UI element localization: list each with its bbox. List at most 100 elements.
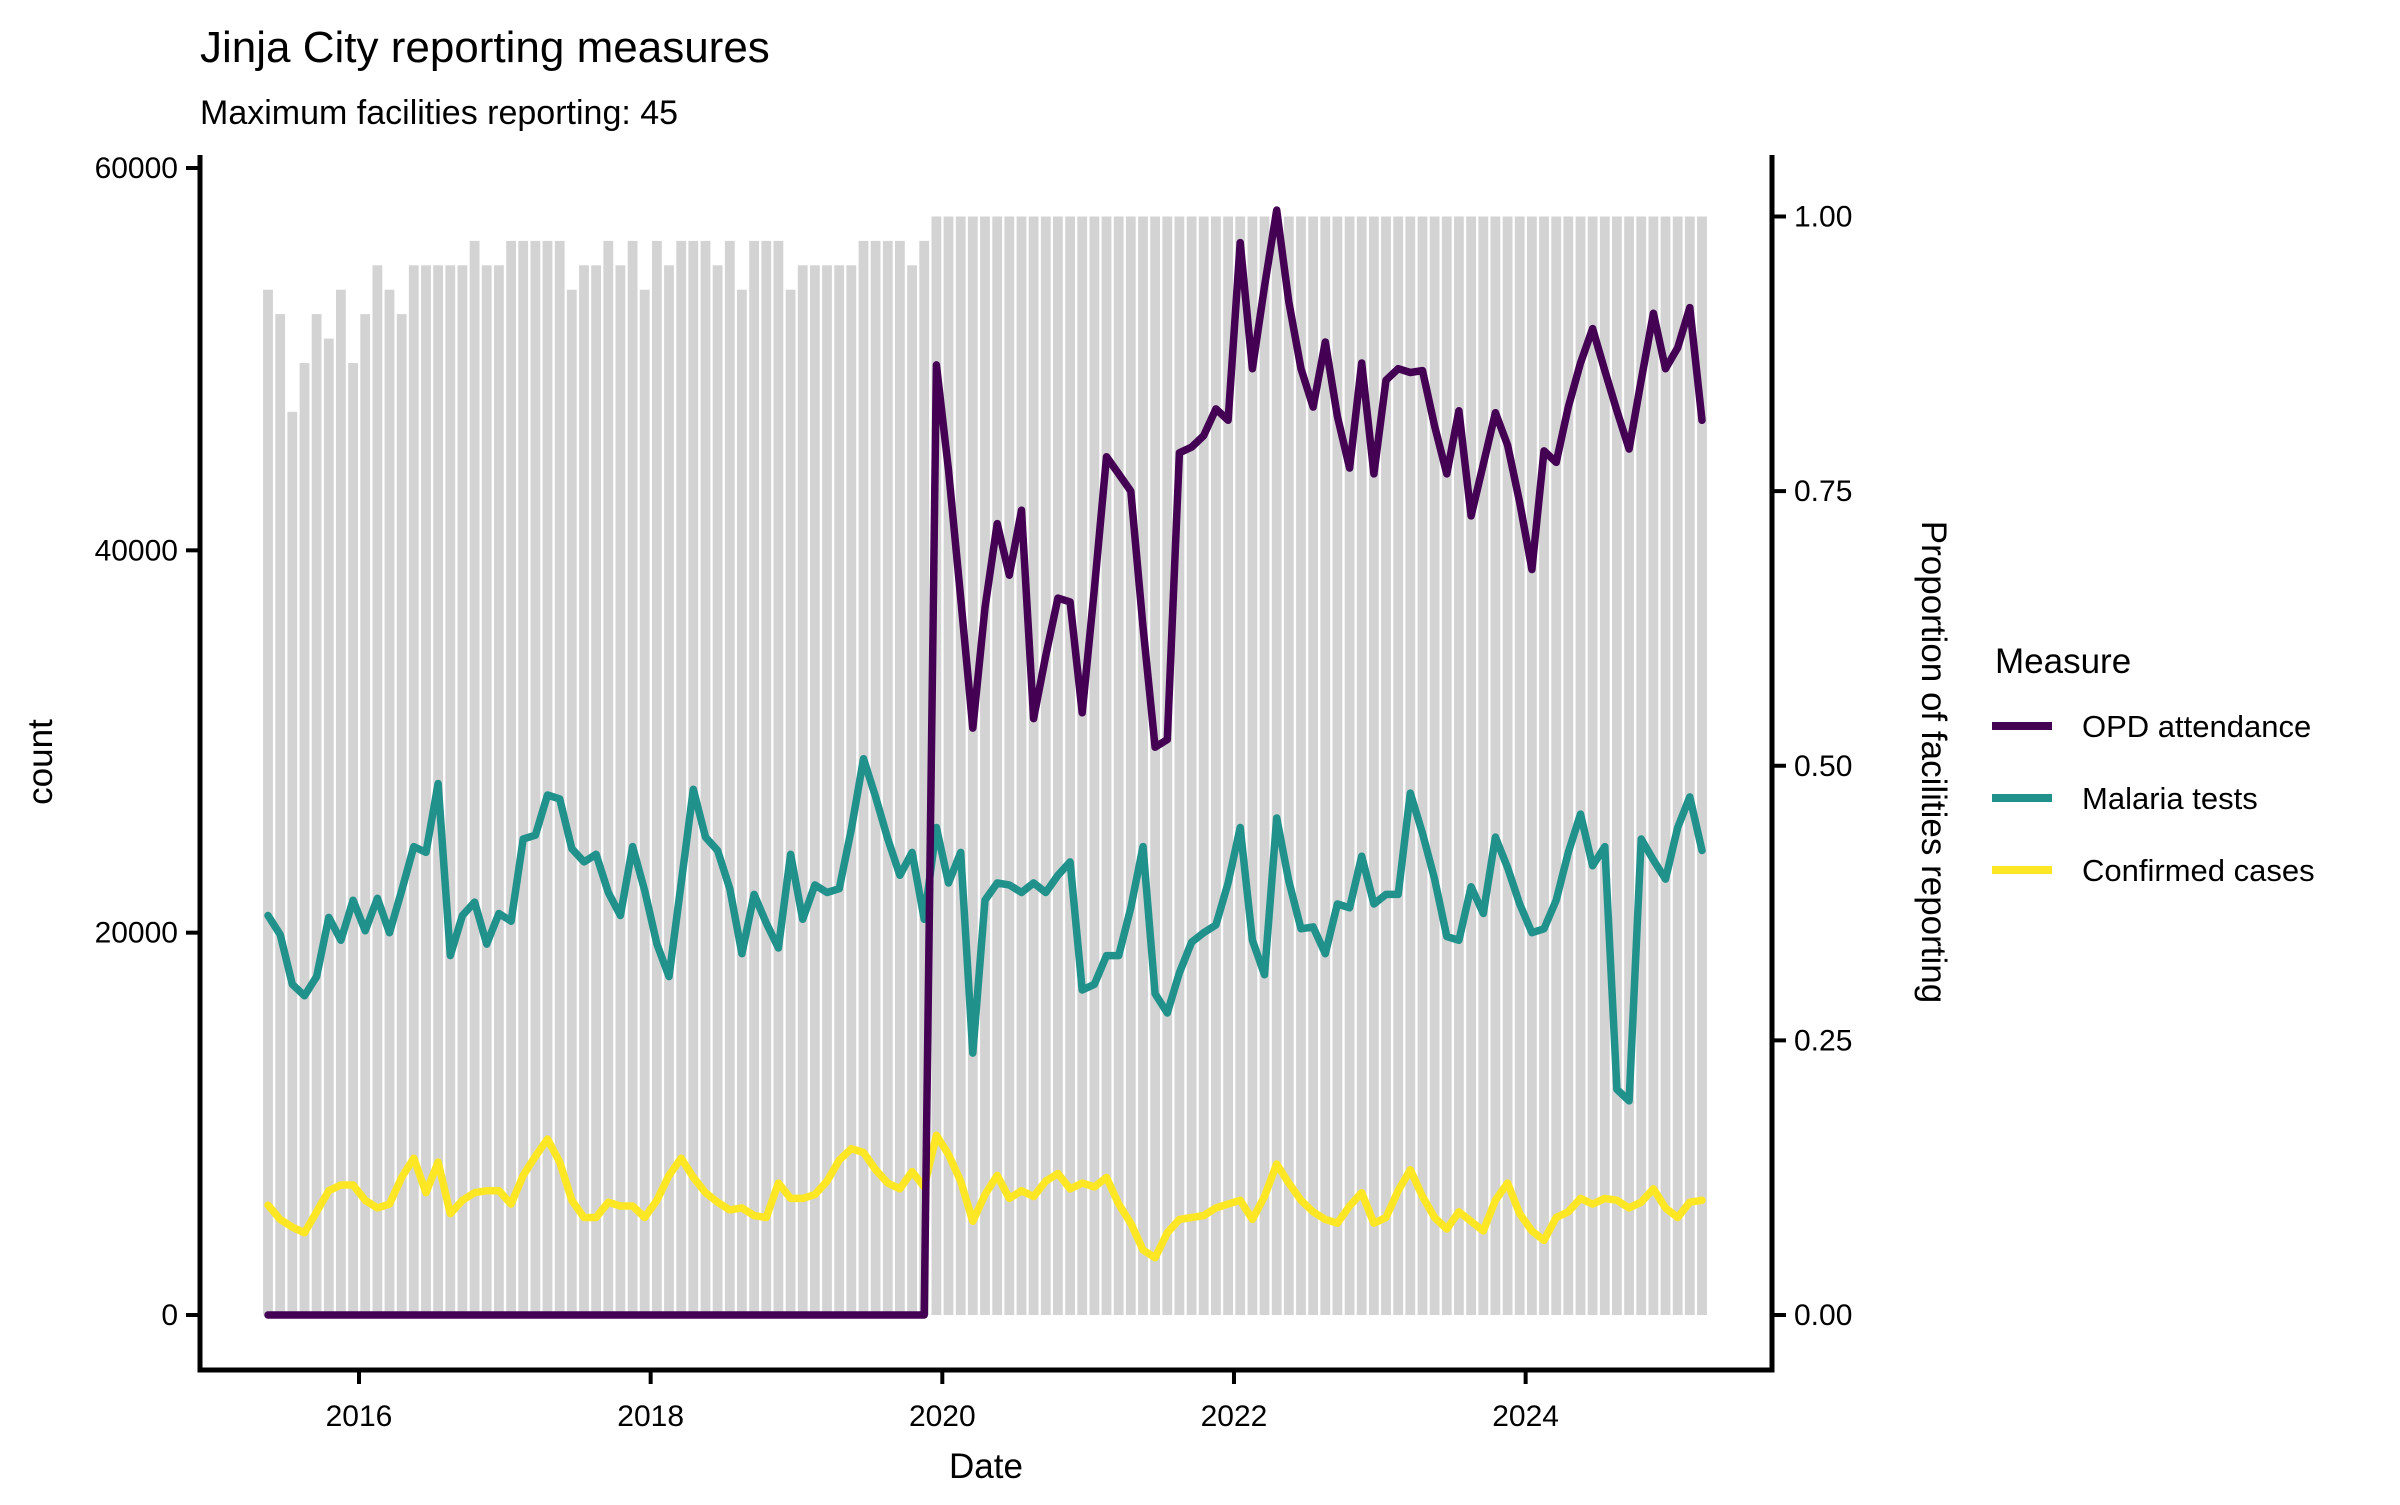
facility-bar bbox=[1125, 216, 1136, 1315]
facility-bar bbox=[1174, 216, 1185, 1315]
facility-bar bbox=[530, 240, 541, 1315]
facility-bar bbox=[1478, 216, 1489, 1315]
facility-bar bbox=[895, 240, 905, 1315]
facility-bar bbox=[348, 363, 358, 1315]
facility-bar bbox=[1575, 216, 1586, 1315]
facility-bar bbox=[1235, 216, 1246, 1315]
y-left-tick-label: 60000 bbox=[95, 152, 178, 185]
facility-bar bbox=[1138, 216, 1148, 1315]
facility-bar bbox=[1624, 216, 1634, 1315]
facility-bar bbox=[1150, 216, 1160, 1315]
facility-bar bbox=[275, 314, 286, 1316]
facility-bar bbox=[1660, 216, 1671, 1315]
facility-bar bbox=[1502, 216, 1513, 1315]
facility-bar bbox=[603, 240, 614, 1315]
facility-bar bbox=[1332, 216, 1343, 1315]
facility-bar bbox=[1271, 216, 1282, 1315]
x-tick-label: 2018 bbox=[617, 1400, 684, 1433]
legend-item-label: Malaria tests bbox=[2082, 781, 2258, 816]
facility-bar bbox=[1016, 216, 1027, 1315]
malaria-tests-line bbox=[264, 754, 1706, 1105]
facility-bar bbox=[797, 265, 808, 1315]
facility-bar bbox=[1369, 216, 1379, 1315]
facility-bar bbox=[1296, 216, 1306, 1315]
facility-bar bbox=[263, 289, 273, 1316]
facility-bar bbox=[627, 240, 638, 1315]
facility-bar bbox=[1672, 216, 1683, 1315]
legend-item-label: OPD attendance bbox=[2082, 709, 2311, 744]
facility-bar bbox=[457, 265, 468, 1315]
legend-item-opd: OPD attendance bbox=[1992, 709, 2311, 744]
x-tick-label: 2020 bbox=[909, 1400, 976, 1433]
facility-bar bbox=[542, 240, 553, 1315]
chart-subtitle: Maximum facilities reporting: 45 bbox=[200, 94, 678, 132]
facility-bar bbox=[1490, 216, 1501, 1315]
facility-bar bbox=[834, 265, 845, 1315]
facility-bar bbox=[566, 289, 577, 1316]
facility-bar bbox=[639, 289, 650, 1316]
x-tick-label: 2024 bbox=[1492, 1400, 1559, 1433]
facility-bar bbox=[1697, 216, 1707, 1315]
facility-bar bbox=[421, 265, 431, 1315]
legend-item-malaria: Malaria tests bbox=[1992, 781, 2258, 816]
facility-bar bbox=[1320, 216, 1331, 1315]
facility-bar bbox=[1417, 216, 1428, 1315]
legend-title: Measure bbox=[1995, 642, 2131, 681]
facility-bar bbox=[749, 240, 759, 1315]
facility-bar bbox=[1636, 216, 1647, 1315]
facility-bar bbox=[724, 240, 735, 1315]
facility-bar bbox=[785, 289, 796, 1316]
facility-bar bbox=[360, 314, 371, 1316]
facility-bar bbox=[615, 265, 626, 1315]
facility-bar bbox=[1648, 216, 1659, 1315]
facility-bar bbox=[1441, 216, 1452, 1315]
facility-bar bbox=[907, 265, 917, 1315]
facility-bar bbox=[469, 240, 480, 1315]
facility-bar bbox=[1429, 216, 1440, 1315]
axes bbox=[197, 155, 1775, 1373]
facility-bar bbox=[1539, 216, 1549, 1315]
facility-bar bbox=[1211, 216, 1221, 1315]
facility-bar bbox=[810, 265, 820, 1315]
facility-bar bbox=[882, 240, 893, 1315]
y-right-tick-label: 0.50 bbox=[1794, 750, 1852, 783]
facility-bar bbox=[761, 240, 772, 1315]
facility-bar bbox=[1405, 216, 1416, 1315]
legend-item-confirmed: Confirmed cases bbox=[1992, 853, 2315, 888]
facility-bar bbox=[919, 240, 930, 1315]
facility-bar bbox=[1527, 216, 1537, 1315]
facility-bar bbox=[1089, 216, 1100, 1315]
chart-title: Jinja City reporting measures bbox=[200, 23, 770, 72]
confirmed-cases-line bbox=[264, 1131, 1706, 1262]
opd-attendance-line bbox=[264, 206, 1706, 1319]
x-tick-label: 2016 bbox=[326, 1400, 393, 1433]
facility-bar bbox=[676, 240, 687, 1315]
facility-bar bbox=[372, 265, 383, 1315]
facility-bar bbox=[955, 216, 966, 1315]
facility-bar bbox=[1077, 216, 1088, 1315]
plot-area: 0 20000 40000 60000 0.00 0.25 0.50 0.75 1.00 2016… bbox=[95, 152, 1853, 1433]
facility-bar bbox=[1198, 216, 1209, 1315]
facility-bar bbox=[481, 265, 492, 1315]
facility-bar bbox=[1344, 216, 1355, 1315]
facility-bar bbox=[396, 314, 407, 1316]
facility-bar bbox=[384, 289, 395, 1316]
legend-item-label: Confirmed cases bbox=[2082, 853, 2315, 888]
facility-bar bbox=[1381, 216, 1391, 1315]
facility-bar bbox=[445, 265, 456, 1315]
facility-bar bbox=[579, 265, 589, 1315]
y-right-tick-label: 0.25 bbox=[1794, 1024, 1852, 1057]
facility-proportion-bars bbox=[263, 216, 1707, 1316]
facility-bar bbox=[1162, 216, 1173, 1315]
y-left-tick-label: 20000 bbox=[95, 917, 178, 950]
facility-bar bbox=[1004, 216, 1015, 1315]
legend: Measure OPD attendance Malaria tests Con… bbox=[1992, 642, 2315, 888]
facility-bar bbox=[287, 411, 298, 1315]
y-left-tick-label: 0 bbox=[161, 1299, 178, 1332]
facility-bar bbox=[688, 240, 699, 1315]
facility-bar bbox=[652, 240, 662, 1315]
facility-bar bbox=[1065, 216, 1075, 1315]
y-right-axis-title: Proportion of facilities reporting bbox=[1914, 521, 1953, 1003]
facility-bar bbox=[1283, 216, 1294, 1315]
